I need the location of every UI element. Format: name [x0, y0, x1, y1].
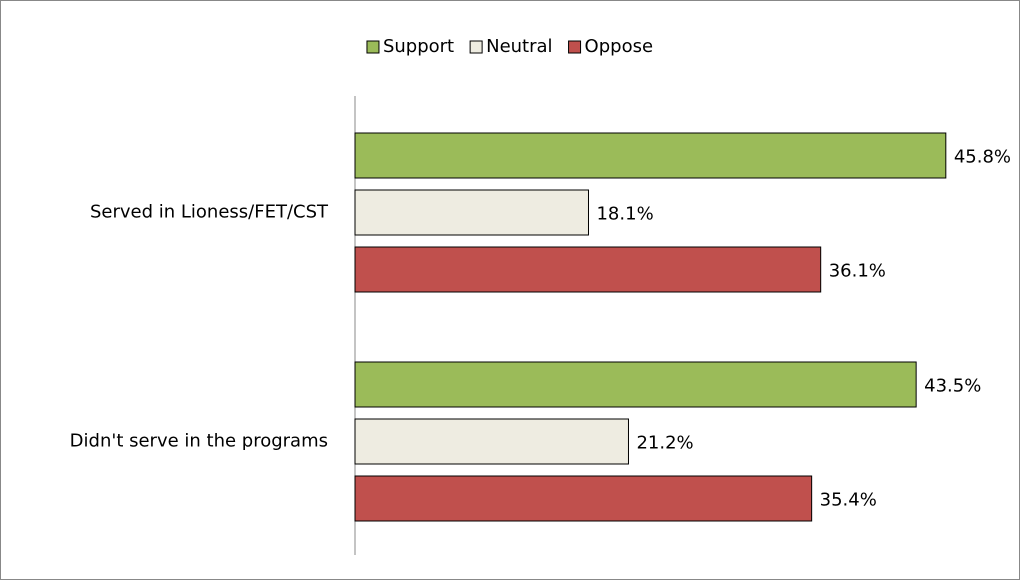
category-label: Didn't serve in the programs [70, 431, 328, 452]
legend-label: Neutral [486, 36, 552, 57]
bar [354, 132, 947, 179]
data-label: 18.1% [596, 204, 653, 225]
legend-label: Oppose [585, 36, 653, 57]
bar [354, 246, 822, 293]
legend-label: Support [383, 36, 454, 57]
data-label: 45.8% [954, 147, 1011, 168]
legend-swatch [568, 40, 582, 54]
bar [354, 475, 813, 522]
bar [354, 418, 629, 465]
legend-swatch [366, 40, 380, 54]
category-label: Served in Lioness/FET/CST [90, 202, 329, 223]
data-label: 36.1% [829, 261, 886, 282]
data-label: 21.2% [636, 433, 693, 454]
data-label: 43.5% [924, 376, 981, 397]
legend-swatch [469, 40, 483, 54]
bar [354, 189, 589, 236]
data-label: 35.4% [820, 490, 877, 511]
bar [354, 361, 917, 408]
